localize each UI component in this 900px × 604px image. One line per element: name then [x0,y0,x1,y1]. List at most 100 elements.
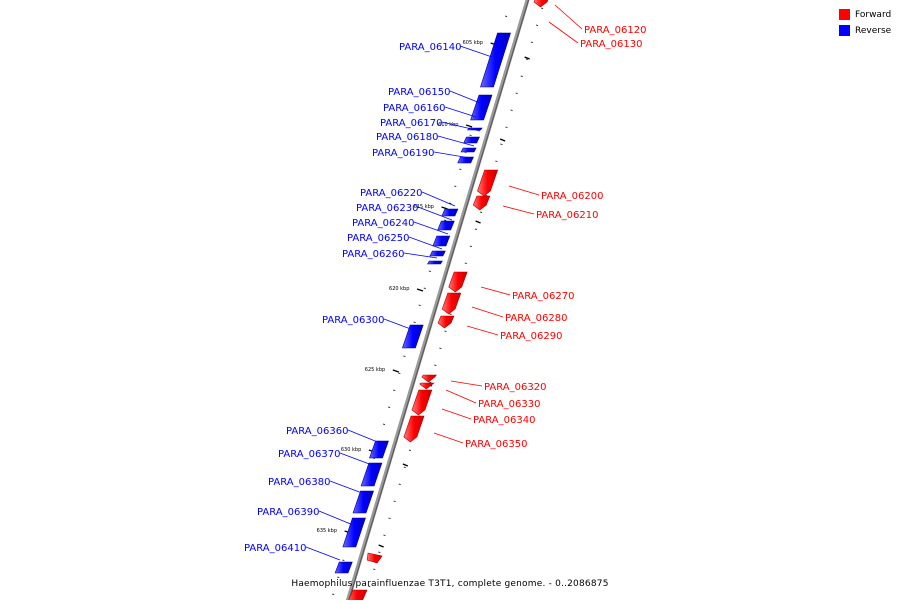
minor-tick [398,483,401,485]
minor-tick [525,58,528,60]
gene-label-para_06170: PARA_06170 [380,118,442,129]
gene-label-para_06370: PARA_06370 [278,449,340,460]
leader-line-para_06190 [433,151,471,159]
scale-label: 615 kbp [414,204,434,210]
leader-line-para_06370 [339,452,373,466]
minor-tick [388,406,391,408]
gene-label-para_06410: PARA_06410 [244,543,306,554]
major-tick [499,138,506,142]
minor-tick [505,15,508,17]
gene-label-para_06140: PARA_06140 [399,42,461,53]
gene-label-para_06270: PARA_06270 [512,291,574,302]
gene-unlabeled-glyph [366,552,383,564]
gene-para_06200-glyph [477,169,499,197]
leader-line-para_06150 [449,90,481,104]
legend-reverse-label: Reverse [855,26,892,36]
scale-label: 630 kbp [341,447,361,453]
leader-line-para_06140 [459,45,493,58]
gene-para_06360-glyph [369,440,389,459]
major-tick [392,369,400,373]
minor-tick [454,185,457,187]
gene-para_06340-glyph [411,389,433,416]
scale-label: 625 kbp [365,367,385,373]
legend-reverse-swatch [839,25,850,36]
minor-tick [459,168,462,170]
gene-para_06170-glyph [463,136,480,144]
minor-tick [398,372,401,374]
gene-para_06280-glyph [441,292,462,315]
major-tick [524,56,530,60]
minor-tick [541,7,544,9]
gene-para_06250-glyph [429,250,446,257]
gene-label-para_06130: PARA_06130 [580,39,642,50]
major-tick [378,544,384,548]
gene-para_06240-glyph [432,235,451,247]
gene-para_06270-glyph [448,271,468,293]
gene-para_06220-glyph [441,208,459,217]
legend-forward-swatch [839,9,850,20]
gene-label-para_06190: PARA_06190 [372,148,434,159]
leader-line-para_06120 [554,4,583,30]
minor-tick [469,245,473,247]
minor-tick [373,568,376,570]
minor-tick [413,321,416,323]
minor-tick [444,330,447,332]
gene-para_06180-glyph [460,147,477,153]
leader-line-para_06340 [441,408,472,420]
gene-label-para_06210: PARA_06210 [536,210,598,221]
leader-line-para_06220 [421,191,456,207]
gene-para_06300-glyph [401,324,424,349]
leader-line-para_06170 [441,121,481,132]
gene-para_06210-glyph [472,195,491,211]
leader-line-para_06350 [433,432,464,444]
minor-tick [464,262,467,264]
scale-label: 605 kbp [463,40,483,46]
gene-layer [334,0,549,604]
gene-para_06120-glyph [533,0,549,8]
gene-para_06290-glyph [437,315,455,329]
figure-caption: Haemophilus parainfluenzae T3T1, complet… [291,579,609,589]
genome-axis-line [344,0,530,604]
leader-line-para_06240 [413,221,449,235]
minor-tick [429,381,432,383]
leader-line-para_06200 [508,185,540,196]
gene-label-para_06150: PARA_06150 [388,87,450,98]
leader-line-para_06280 [471,306,504,318]
gene-label-para_06180: PARA_06180 [376,132,438,143]
gene-label-para_06330: PARA_06330 [478,399,540,410]
leader-line-para_06260 [403,252,438,259]
gene-label-para_06380: PARA_06380 [268,477,330,488]
minor-tick [393,389,396,391]
gene-para_06260-glyph [426,260,443,265]
minor-tick [423,287,426,289]
genome-axis-edge [347,0,530,604]
leader-line-para_06410 [305,546,341,561]
gene-para_06140-glyph [480,32,511,88]
leader-line-para_06210 [502,205,535,215]
gene-label-para_06230: PARA_06230 [356,203,418,214]
minor-tick [479,211,483,213]
minor-tick [505,126,508,128]
gene-label-para_06280: PARA_06280 [505,313,567,324]
minor-tick [342,559,345,561]
leader-line-para_06130 [548,21,579,44]
gene-label-para_06390: PARA_06390 [257,507,319,518]
minor-tick [393,500,396,502]
gene-para_06190-glyph [457,156,474,164]
gene-label-layer: PARA_06120 PARA_06130 PARA_06140 PARA_06150… [244,4,646,561]
major-tick [465,124,473,128]
gene-label-para_06260: PARA_06260 [342,249,404,260]
minor-tick [439,347,442,349]
minor-tick [403,355,406,357]
gene-label-para_06360: PARA_06360 [286,426,348,437]
minor-tick [403,466,406,468]
gene-label-para_06340: PARA_06340 [473,415,535,426]
minor-tick [535,24,539,26]
minor-tick [378,551,381,553]
leader-line-para_06180 [437,135,475,147]
minor-tick [428,270,431,272]
leader-line-para_06160 [444,106,477,118]
gene-label-para_06300: PARA_06300 [322,315,384,326]
